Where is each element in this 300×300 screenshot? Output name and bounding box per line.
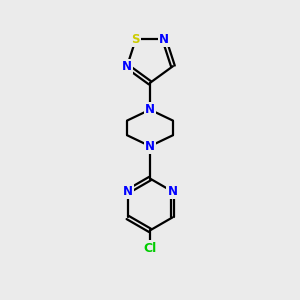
Text: N: N (122, 60, 132, 73)
Text: N: N (145, 140, 155, 153)
Text: S: S (132, 33, 140, 46)
Text: N: N (145, 103, 155, 116)
Text: N: N (159, 33, 169, 46)
Text: Cl: Cl (143, 242, 157, 254)
Text: N: N (167, 185, 177, 198)
Text: N: N (123, 185, 133, 198)
